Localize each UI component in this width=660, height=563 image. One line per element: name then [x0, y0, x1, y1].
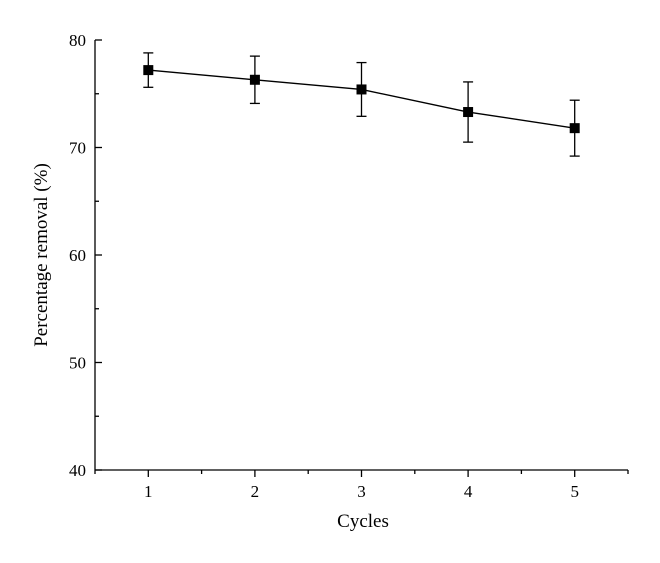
data-point: [356, 84, 367, 95]
x-tick-label: 3: [357, 482, 366, 501]
x-tick-label: 1: [144, 482, 153, 501]
ticks: 40 50 60 70 80 1 2 3 4 5: [69, 31, 629, 501]
y-tick-label: 50: [69, 354, 86, 373]
y-tick-label: 80: [69, 31, 86, 50]
data-point: [249, 74, 260, 85]
y-tick-label: 60: [69, 246, 86, 265]
series: [143, 52, 580, 157]
x-tick-label: 5: [570, 482, 579, 501]
data-point: [463, 107, 474, 118]
y-tick-label: 40: [69, 461, 86, 480]
data-point: [143, 65, 154, 76]
y-tick-label: 70: [69, 139, 86, 158]
data-point: [569, 123, 580, 134]
x-tick-label: 4: [464, 482, 473, 501]
y-axis-title: Percentage removal (%): [31, 163, 52, 347]
x-tick-label: 2: [251, 482, 260, 501]
x-axis-title: Cycles: [337, 511, 389, 532]
